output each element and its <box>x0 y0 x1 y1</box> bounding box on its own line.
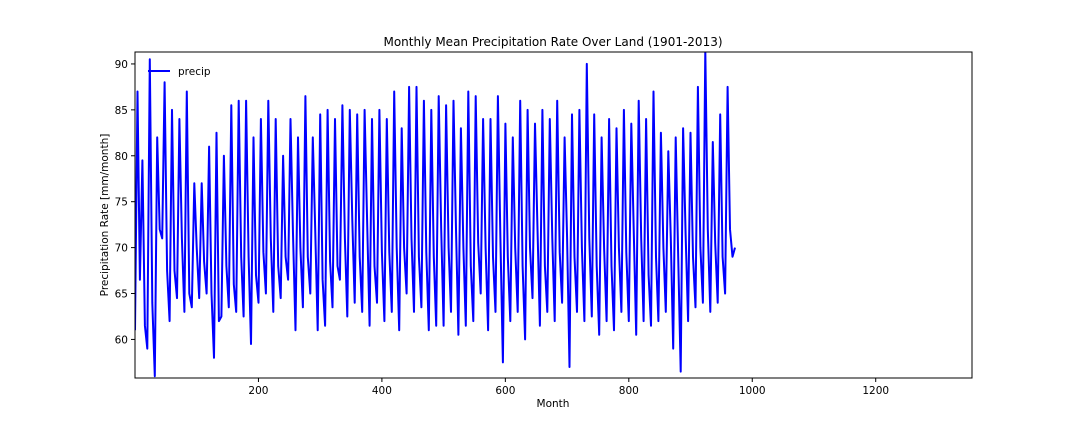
x-tick-label: 1000 <box>739 385 766 397</box>
plot-frame <box>134 51 973 379</box>
y-tick-label: 80 <box>115 151 128 163</box>
plot-area <box>135 52 736 378</box>
legend: precip <box>148 66 211 78</box>
y-axis-label: Precipitation Rate [mm/month] <box>99 134 111 297</box>
chart-title: Monthly Mean Precipitation Rate Over Lan… <box>383 35 722 49</box>
y-tick-label: 75 <box>115 197 128 209</box>
y-tick-label: 60 <box>115 334 128 346</box>
legend-label-precip: precip <box>178 66 211 78</box>
y-axis: 60 65 70 75 80 85 90 <box>115 59 135 346</box>
x-tick-label: 800 <box>619 385 639 397</box>
y-tick-label: 90 <box>115 59 128 71</box>
y-tick-label: 70 <box>115 243 128 255</box>
series-line-precip <box>135 52 736 378</box>
x-axis: 200 400 600 800 1000 1200 <box>248 378 889 397</box>
x-tick-label: 400 <box>372 385 392 397</box>
x-axis-label: Month <box>537 398 570 410</box>
x-tick-label: 600 <box>495 385 515 397</box>
x-tick-label: 1200 <box>862 385 889 397</box>
x-tick-label: 200 <box>248 385 268 397</box>
y-tick-label: 85 <box>115 105 128 117</box>
y-tick-label: 65 <box>115 289 128 301</box>
